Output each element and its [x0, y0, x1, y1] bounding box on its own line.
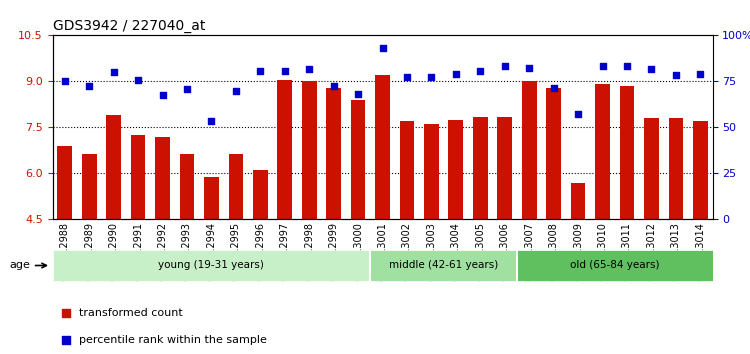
Point [425, 74, 437, 80]
Text: transformed count: transformed count [79, 308, 183, 318]
Text: middle (42-61 years): middle (42-61 years) [389, 261, 498, 270]
Point [401, 74, 413, 80]
FancyBboxPatch shape [517, 250, 712, 281]
Point [499, 63, 511, 69]
Bar [620, 86, 634, 219]
Point [230, 88, 242, 93]
Bar [82, 154, 97, 219]
Point [254, 68, 266, 74]
Bar [644, 118, 658, 219]
Bar [424, 124, 439, 219]
Bar [130, 135, 146, 219]
Bar [302, 81, 316, 219]
Bar [546, 87, 561, 219]
Bar [278, 80, 292, 219]
Bar [473, 117, 488, 219]
Point [496, 224, 508, 230]
Point [107, 69, 119, 75]
Point [524, 65, 536, 70]
Bar [253, 170, 268, 219]
Point [474, 68, 486, 74]
Point [548, 85, 560, 90]
Text: percentile rank within the sample: percentile rank within the sample [79, 335, 267, 345]
Bar [58, 146, 72, 219]
Text: old (65-84 years): old (65-84 years) [570, 261, 659, 270]
Bar [596, 85, 610, 219]
Point [58, 79, 70, 84]
Bar [204, 177, 219, 219]
Point [646, 66, 658, 72]
Point [157, 92, 169, 98]
Bar [229, 154, 243, 219]
Point [621, 63, 633, 69]
Bar [497, 117, 512, 219]
Bar [668, 118, 683, 219]
Point [376, 45, 388, 51]
Point [83, 83, 95, 89]
Bar [522, 81, 536, 219]
Text: age: age [9, 261, 46, 270]
Bar [179, 154, 194, 219]
FancyBboxPatch shape [53, 250, 370, 281]
Point [328, 83, 340, 89]
Point [670, 73, 682, 78]
Text: young (19-31 years): young (19-31 years) [158, 261, 264, 270]
Bar [326, 87, 341, 219]
Point [352, 91, 364, 97]
Point [694, 71, 706, 76]
FancyBboxPatch shape [370, 250, 517, 281]
Bar [400, 121, 414, 219]
Bar [571, 183, 586, 219]
Point [206, 119, 218, 124]
Bar [155, 137, 170, 219]
Point [450, 71, 462, 76]
Bar [375, 75, 390, 219]
Bar [351, 100, 365, 219]
Bar [448, 120, 464, 219]
Bar [693, 121, 707, 219]
Point [181, 86, 193, 92]
Point [132, 77, 144, 83]
Bar [106, 115, 121, 219]
Point [596, 63, 608, 69]
Point [279, 68, 291, 74]
Point [303, 66, 315, 72]
Point [572, 111, 584, 116]
Text: GDS3942 / 227040_at: GDS3942 / 227040_at [53, 19, 205, 33]
